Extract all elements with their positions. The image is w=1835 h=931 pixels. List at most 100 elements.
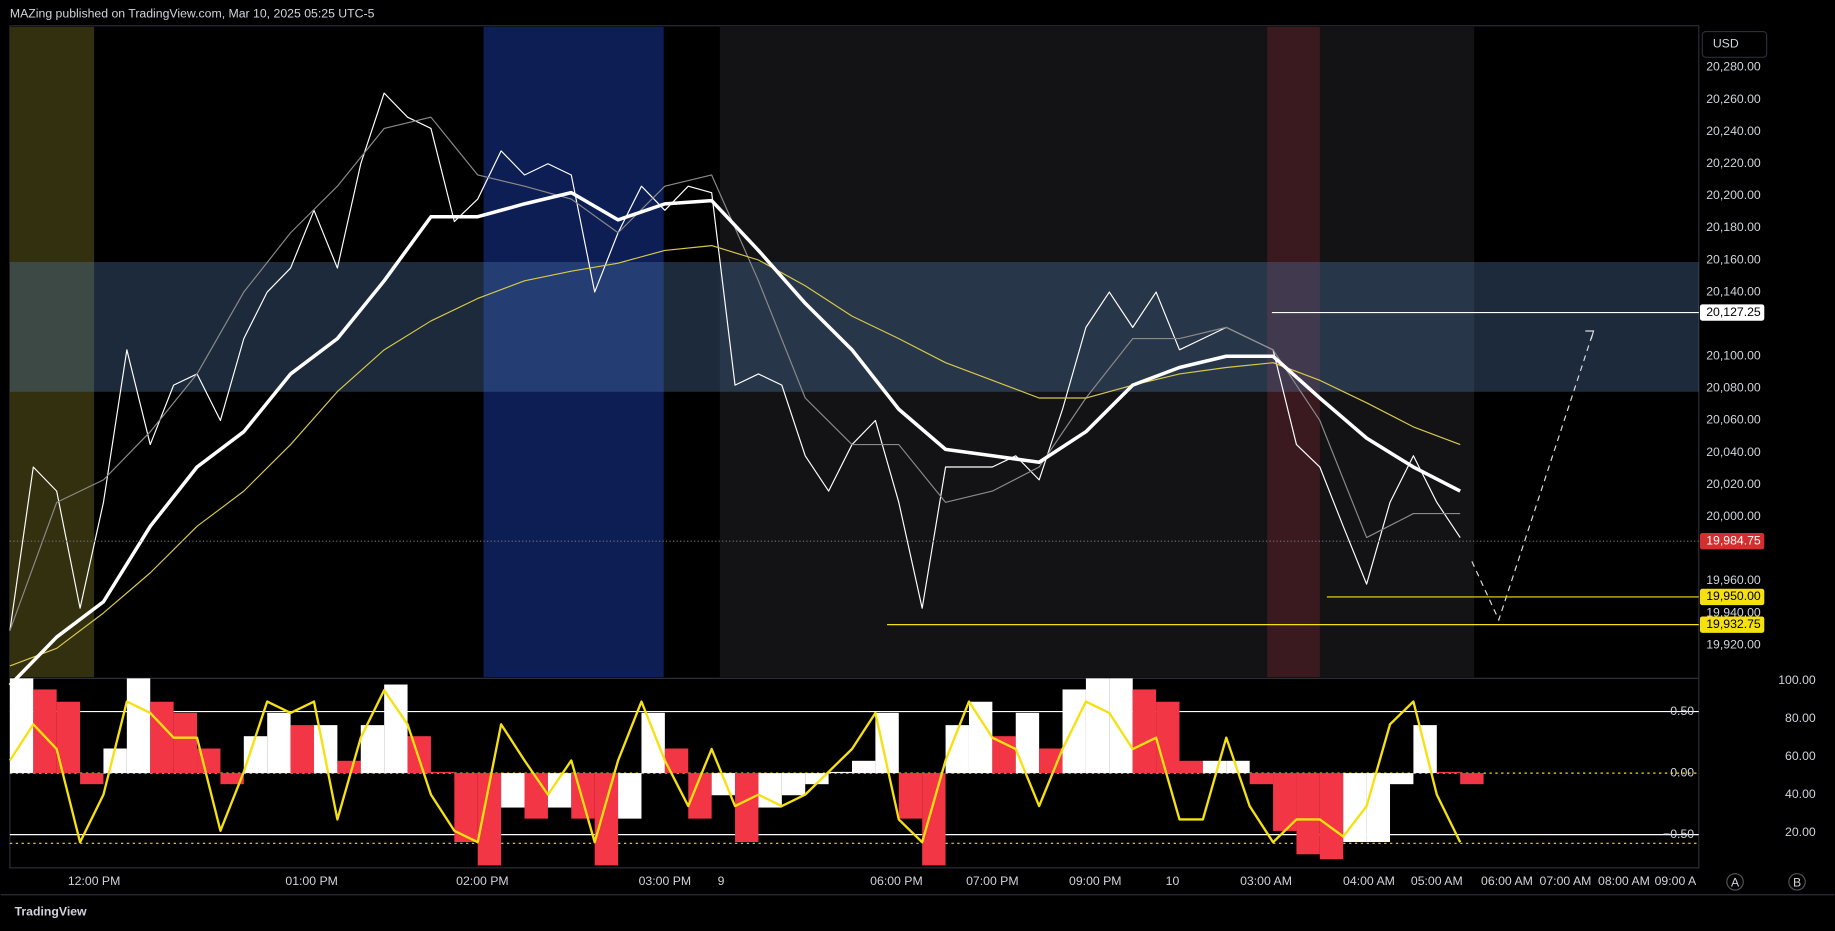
histogram-bar [992, 736, 1016, 774]
x-tick-label: 02:00 PM [456, 874, 509, 888]
histogram-bar [1390, 773, 1414, 785]
y-tick-label: 0.00 [1670, 765, 1694, 779]
histogram-bar [688, 773, 712, 819]
price-tag [1699, 304, 1765, 321]
histogram-bar [243, 736, 268, 774]
histogram-bar [828, 771, 853, 774]
histogram-bar [945, 725, 969, 774]
histogram-bar [454, 773, 478, 843]
histogram-bar [1343, 773, 1367, 843]
histogram-bar [126, 678, 151, 774]
y-tick-label: 20,280.00 [1706, 60, 1761, 74]
last-price-tag [1699, 533, 1765, 550]
button-circle[interactable] [1788, 873, 1806, 891]
x-tick-label: 08:00 AM [1598, 874, 1650, 888]
histogram-bar [9, 678, 34, 774]
y-tick-label: 20,140.00 [1706, 284, 1761, 298]
histogram-bar [875, 712, 899, 774]
histogram-bar [477, 773, 502, 866]
session-band [719, 26, 1475, 678]
histogram-bar [524, 773, 548, 819]
histogram-bar [360, 725, 385, 774]
x-tick-label: 06:00 AM [1481, 874, 1533, 888]
histogram-bar [594, 773, 619, 866]
y2-tick-label: 40.00 [1785, 787, 1816, 801]
series-line [8, 689, 1462, 844]
histogram-bar [1366, 773, 1391, 843]
x-tick-label: 9 [718, 874, 725, 888]
histogram-bar [664, 748, 689, 774]
y-tick-label: 20,260.00 [1706, 92, 1761, 106]
histogram-bar [267, 712, 291, 774]
histogram-bar [781, 773, 806, 796]
price-tag-label: 19,950.00 [1706, 589, 1761, 603]
histogram-bar [805, 773, 829, 785]
histogram-bar [173, 712, 198, 774]
x-tick-label: 09:00 A [1655, 874, 1697, 888]
histogram-bar [33, 689, 57, 774]
y-tick-label: 20,200.00 [1706, 188, 1761, 202]
histogram-bar [80, 773, 104, 785]
histogram-bar [571, 773, 595, 819]
session-band [1267, 26, 1320, 678]
histogram-bar [641, 712, 665, 774]
x-tick-label: 06:00 PM [870, 874, 923, 888]
y2-tick-label: 100.00 [1778, 673, 1816, 687]
session-band [483, 26, 664, 678]
histogram-bar [1085, 678, 1110, 774]
x-tick-label: 12:00 PM [68, 874, 121, 888]
histogram-bar [150, 701, 174, 774]
x-tick-label: 03:00 AM [1240, 874, 1292, 888]
currency: USD [1713, 37, 1739, 51]
histogram-bar [618, 773, 642, 819]
histogram-bar [898, 773, 923, 819]
x-tick-label: 07:00 AM [1540, 874, 1592, 888]
histogram-bar [290, 725, 314, 774]
y-tick-label: 19,960.00 [1706, 573, 1761, 587]
y-tick-label: 20,000.00 [1706, 509, 1761, 523]
y-tick-label: 20,160.00 [1706, 252, 1761, 266]
session-backgrounds [9, 26, 1699, 678]
histogram-bar [922, 773, 946, 866]
series-line [9, 92, 1461, 631]
histogram-bar [1273, 773, 1297, 831]
y-tick-label: 20,180.00 [1706, 220, 1761, 234]
y2-tick-label: 80.00 [1785, 711, 1816, 725]
button-label[interactable]: A [1731, 875, 1740, 889]
y-tick-label: 20,100.00 [1706, 349, 1761, 363]
histogram-bar [1226, 760, 1250, 774]
currency-box[interactable] [1701, 30, 1768, 58]
x-tick-label: 03:00 PM [639, 874, 692, 888]
y-tick-label: 20,040.00 [1706, 445, 1761, 459]
footer-brand: TradingView [15, 905, 87, 919]
histogram-bar [1249, 773, 1274, 785]
histogram-bar [430, 771, 455, 774]
series-line [9, 245, 1461, 667]
histogram-bar [758, 773, 782, 808]
x-tick-label: 10 [1166, 874, 1180, 888]
histogram-bar [337, 760, 361, 774]
y2-tick-label: 60.00 [1785, 749, 1816, 763]
histogram-bar [197, 748, 221, 774]
histogram-bar [1132, 689, 1157, 774]
price-tag-label: 19,932.75 [1706, 617, 1761, 631]
x-tick-label: 07:00 PM [966, 874, 1019, 888]
y-tick-label: 19,920.00 [1706, 637, 1761, 651]
histogram-bar [1460, 773, 1484, 785]
histogram-bar [1039, 748, 1063, 774]
button-circle[interactable] [1726, 873, 1744, 891]
series-line [8, 190, 1461, 687]
y-tick-label: 19,940.00 [1706, 605, 1761, 619]
price-zone [9, 261, 1699, 392]
y2-tick-label: 20.00 [1785, 825, 1816, 839]
x-tick-label: 01:00 PM [285, 874, 338, 888]
projection-arrow [1585, 330, 1595, 340]
histogram-bar [1319, 773, 1344, 860]
histogram-bar [1156, 701, 1180, 774]
histogram-bar [1109, 678, 1133, 774]
button-label[interactable]: B [1793, 875, 1801, 889]
session-band [9, 26, 95, 678]
histogram-bar [384, 684, 408, 774]
histogram-bar [56, 701, 81, 774]
y-tick-label: −0.50 [1663, 827, 1694, 841]
